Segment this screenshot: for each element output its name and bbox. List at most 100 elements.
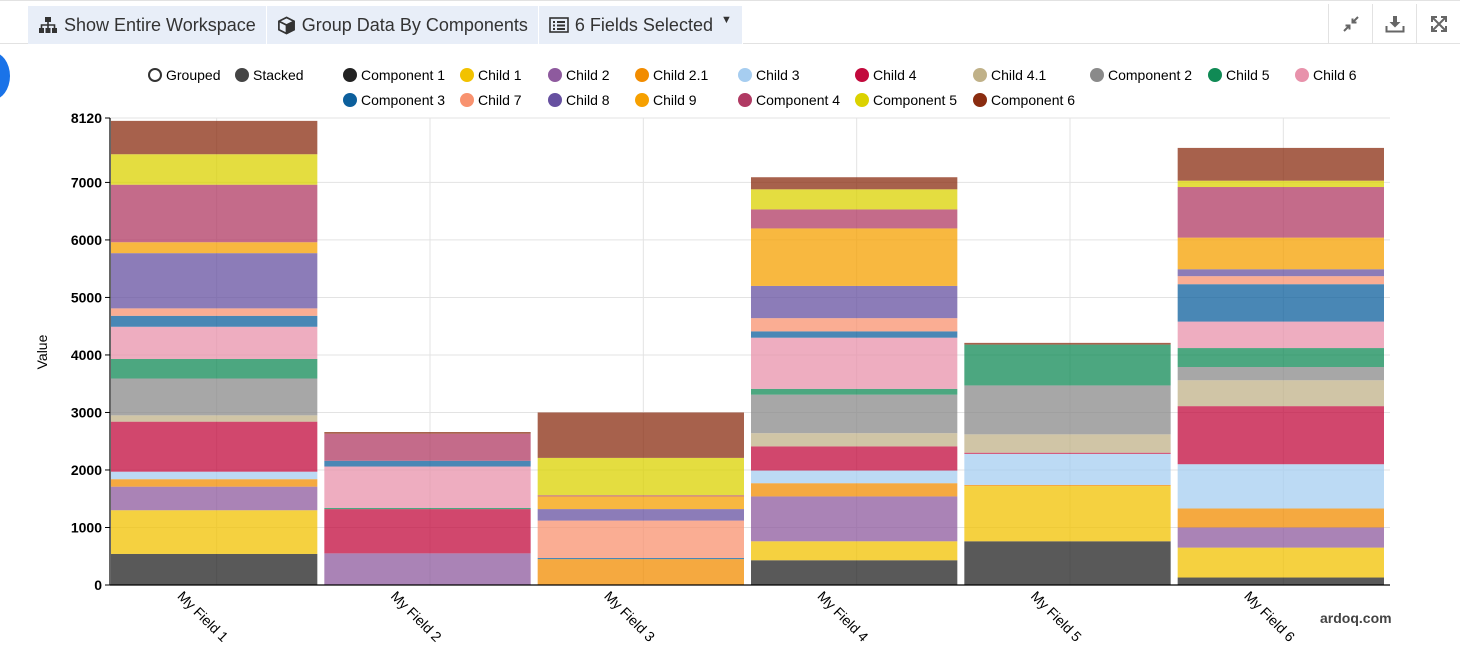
bar-segment[interactable] [111, 308, 318, 316]
bar-segment[interactable] [111, 242, 318, 254]
bar-segment[interactable] [537, 520, 744, 558]
bar-segment[interactable] [111, 378, 318, 416]
legend-item[interactable]: Child 8 [548, 92, 610, 108]
bar-segment[interactable] [111, 315, 318, 327]
side-panel-toggle[interactable] [0, 52, 10, 100]
legend-item[interactable]: Child 1 [460, 67, 522, 83]
bar-segment[interactable] [324, 466, 531, 508]
bar-segment[interactable] [751, 331, 958, 338]
bar-segment[interactable] [751, 177, 958, 190]
bar-segment[interactable] [111, 553, 318, 585]
bar-segment[interactable] [751, 541, 958, 561]
bar-segment[interactable] [751, 228, 958, 286]
bar-segment[interactable] [964, 385, 1171, 435]
bar-segment[interactable] [964, 453, 1171, 485]
bar-segment[interactable] [111, 479, 318, 487]
stacked-option[interactable]: Stacked [235, 67, 304, 83]
bar-segment[interactable] [751, 285, 958, 319]
bar-segment[interactable] [751, 483, 958, 497]
grouped-option[interactable]: Grouped [148, 67, 220, 83]
bar-segment[interactable] [537, 412, 744, 458]
show-entire-workspace-button[interactable]: Show Entire Workspace [28, 6, 267, 44]
legend-item[interactable]: Component 2 [1090, 67, 1192, 83]
bar-segment[interactable] [1177, 527, 1384, 548]
bar-segment[interactable] [1177, 508, 1384, 528]
bar-segment[interactable] [751, 470, 958, 484]
bar-segment[interactable] [751, 189, 958, 210]
legend-item[interactable]: Child 6 [1295, 67, 1357, 83]
bar-segment[interactable] [111, 421, 318, 472]
bar-segment[interactable] [1177, 269, 1384, 277]
bar-segment[interactable] [1177, 180, 1384, 188]
fullscreen-icon[interactable] [1416, 4, 1460, 44]
collapse-icon[interactable] [1328, 4, 1372, 44]
bar-segment[interactable] [751, 337, 958, 389]
bar-segment[interactable] [111, 471, 318, 480]
bar-segment[interactable] [964, 486, 1171, 542]
bar-segment[interactable] [111, 120, 318, 155]
legend-item[interactable]: Child 2 [548, 67, 610, 83]
stacked-radio[interactable] [235, 68, 249, 82]
bar-segment[interactable] [964, 344, 1171, 386]
bar-segment[interactable] [964, 434, 1171, 453]
bar-segment[interactable] [1177, 237, 1384, 270]
bar-segment[interactable] [537, 559, 744, 585]
grouped-radio[interactable] [148, 68, 162, 82]
bar-segment[interactable] [1177, 187, 1384, 238]
bar-segment[interactable] [1177, 380, 1384, 407]
bar-segment[interactable] [324, 433, 531, 461]
legend-item[interactable]: Child 7 [460, 92, 522, 108]
bar-segment[interactable] [964, 342, 1171, 345]
legend-item[interactable]: Child 4.1 [973, 67, 1046, 83]
bar-segment[interactable] [324, 432, 531, 434]
bar-segment[interactable] [537, 457, 744, 496]
bar-segment[interactable] [1177, 464, 1384, 509]
bar-segment[interactable] [751, 318, 958, 332]
legend-item[interactable]: Component 6 [973, 92, 1075, 108]
bar-segment[interactable] [111, 154, 318, 185]
bar-segment[interactable] [1177, 284, 1384, 322]
bar-segment[interactable] [964, 541, 1171, 585]
legend-item[interactable]: Component 5 [855, 92, 957, 108]
bar-segment[interactable] [1177, 276, 1384, 285]
bar-segment[interactable] [751, 394, 958, 434]
download-icon[interactable] [1372, 4, 1416, 44]
bar-segment[interactable] [111, 486, 318, 511]
bar-segment[interactable] [1177, 577, 1384, 585]
bar-segment[interactable] [537, 495, 744, 497]
bar-segment[interactable] [537, 496, 744, 510]
fields-selected-dropdown[interactable]: 6 Fields Selected ▼ [538, 6, 743, 44]
bar-segment[interactable] [751, 496, 958, 542]
bar-segment[interactable] [111, 358, 318, 379]
bar-segment[interactable] [1177, 406, 1384, 465]
bar-segment[interactable] [1177, 348, 1384, 368]
bar-segment[interactable] [111, 184, 318, 243]
legend-item[interactable]: Child 3 [738, 67, 800, 83]
bar-segment[interactable] [1177, 321, 1384, 349]
bar-segment[interactable] [324, 509, 531, 554]
bar-segment[interactable] [1177, 367, 1384, 381]
legend-item[interactable]: Component 4 [738, 92, 840, 108]
legend-item[interactable]: Child 4 [855, 67, 917, 83]
legend-item[interactable]: Child 5 [1208, 67, 1270, 83]
legend-item[interactable]: Component 3 [343, 92, 445, 108]
bar-segment[interactable] [751, 209, 958, 229]
bar-segment[interactable] [324, 507, 531, 510]
bar-segment[interactable] [111, 326, 318, 359]
bar-segment[interactable] [324, 460, 531, 467]
bar-segment[interactable] [751, 446, 958, 471]
bar-segment[interactable] [537, 509, 744, 521]
bar-segment[interactable] [111, 253, 318, 309]
group-data-by-components-button[interactable]: Group Data By Components [266, 6, 539, 44]
bar-segment[interactable] [1177, 547, 1384, 578]
bar-segment[interactable] [964, 452, 1171, 454]
legend-item[interactable]: Child 9 [635, 92, 697, 108]
legend-item[interactable]: Child 2.1 [635, 67, 708, 83]
bar-segment[interactable] [964, 484, 1171, 487]
bar-segment[interactable] [751, 433, 958, 447]
bar-segment[interactable] [537, 557, 744, 560]
bar-segment[interactable] [111, 510, 318, 554]
bar-segment[interactable] [751, 388, 958, 395]
bar-segment[interactable] [324, 553, 531, 585]
bar-segment[interactable] [751, 560, 958, 585]
